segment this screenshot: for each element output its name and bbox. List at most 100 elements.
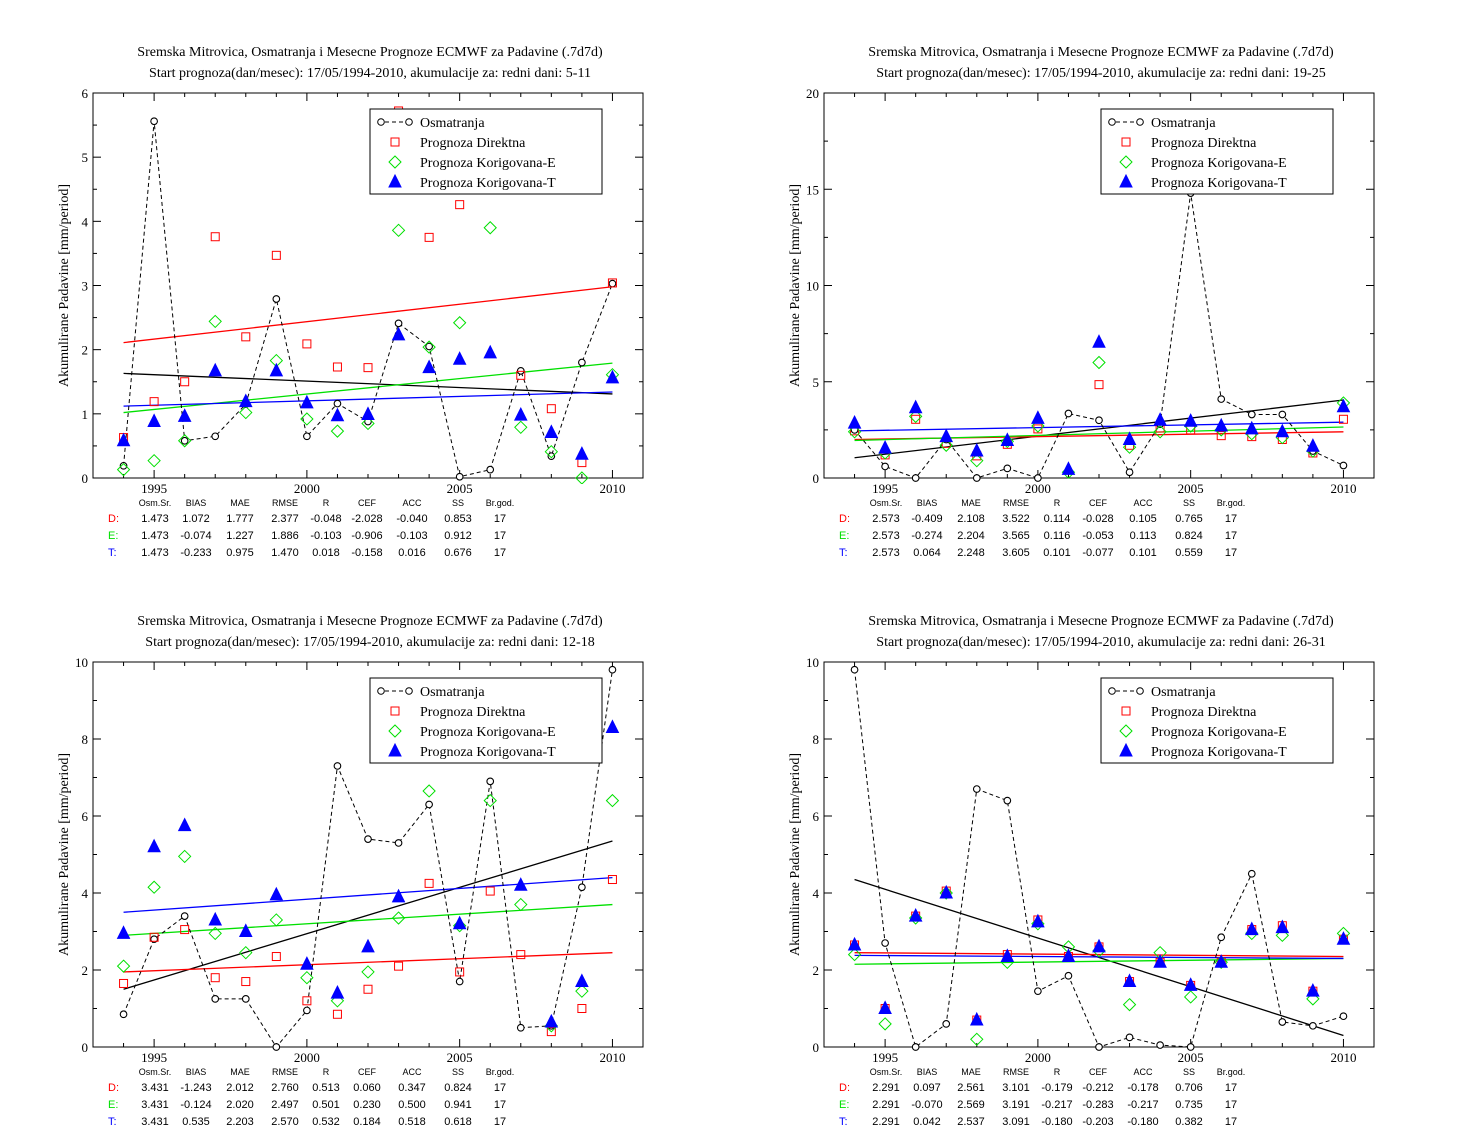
- stats-header: BIAS: [917, 498, 938, 508]
- x-tick-label: 2000: [294, 1050, 320, 1065]
- stats-value: 3.431: [141, 1099, 169, 1111]
- legend-marker: [1108, 687, 1116, 695]
- stats-value: 2.012: [226, 1082, 254, 1094]
- corrected-e-point: [1122, 997, 1137, 1012]
- x-tick-label: 2010: [599, 481, 625, 496]
- observation-point: [486, 777, 495, 786]
- y-tick-label: 6: [813, 809, 820, 824]
- stats-header: SS: [1183, 498, 1195, 508]
- observation-point: [394, 839, 403, 847]
- legend-label: Prognoza Korigovana-E: [420, 725, 556, 740]
- stats-header: CEF: [1089, 498, 1108, 508]
- observation-point: [1278, 410, 1287, 419]
- direct-forecast-point: [1338, 414, 1348, 424]
- stats-header: BIAS: [917, 1067, 938, 1077]
- direct-forecast-point: [607, 875, 617, 885]
- stats-value: 0.113: [1130, 530, 1157, 542]
- corrected-e-point: [116, 462, 131, 477]
- corrected-t-point: [1275, 919, 1290, 934]
- stats-value: 2.020: [226, 1099, 254, 1111]
- stats-header: MAE: [961, 1067, 981, 1077]
- stats-value: 3.605: [1002, 547, 1030, 559]
- y-tick-label: 4: [813, 886, 820, 901]
- corrected-e-point: [575, 984, 589, 998]
- legend-marker: [1136, 687, 1144, 695]
- stats-value: 0.535: [182, 1116, 210, 1128]
- y-tick-label: 6: [82, 86, 89, 101]
- stats-value: 2.760: [271, 1082, 299, 1094]
- x-tick-label: 2000: [1025, 481, 1051, 496]
- chart-svg: Sremska Mitrovica, Osmatranja i Mesecne …: [57, 45, 644, 559]
- trend-line: [123, 372, 613, 395]
- stats-value: 3.191: [1002, 1099, 1030, 1111]
- legend-marker: [405, 118, 413, 126]
- trend-line: [123, 362, 613, 414]
- observation-point: [972, 474, 981, 482]
- stats-header: Br.god.: [1217, 1067, 1246, 1077]
- observation-point: [578, 883, 586, 892]
- stats-header: BIAS: [186, 498, 207, 508]
- stats-header: ACC: [1133, 498, 1153, 508]
- corrected-t-point: [1183, 413, 1198, 427]
- stats-value: 17: [1225, 1082, 1237, 1094]
- direct-forecast-point: [516, 950, 526, 960]
- stats-value: 2.291: [872, 1116, 900, 1128]
- corrected-t-point: [147, 413, 161, 428]
- observation-point: [272, 295, 281, 303]
- stats-value: 2.561: [957, 1082, 985, 1094]
- stats-header: CEF: [358, 1067, 377, 1077]
- stats-header: RMSE: [272, 498, 298, 508]
- stats-value: -0.409: [911, 513, 942, 525]
- stats-value: 0.618: [444, 1116, 472, 1128]
- stats-header: Osm.Sr.: [139, 498, 172, 508]
- direct-forecast-point: [332, 1009, 342, 1019]
- y-axis-label: Akumulirane Padavine [mm/period]: [57, 753, 72, 956]
- legend-label: Prognoza Direktna: [420, 705, 526, 720]
- observation-point: [1339, 1012, 1348, 1021]
- observation-point: [180, 436, 189, 445]
- corrected-e-point: [208, 926, 222, 941]
- stats-value: 1.777: [226, 513, 254, 525]
- observation-point: [303, 432, 311, 441]
- stats-value: 2.573: [872, 530, 900, 542]
- corrected-t-point: [177, 817, 192, 832]
- stats-value: -0.212: [1082, 1082, 1113, 1094]
- x-tick-label: 2005: [447, 1050, 473, 1065]
- corrected-e-point: [1153, 425, 1167, 439]
- stats-value: 2.497: [271, 1099, 299, 1111]
- x-tick-label: 1995: [872, 481, 898, 496]
- observation-point: [608, 665, 617, 674]
- observation-point: [1217, 395, 1226, 403]
- stats-value: 17: [494, 1116, 506, 1128]
- stats-header: RMSE: [1003, 1067, 1029, 1077]
- corrected-e-point: [422, 784, 436, 798]
- stats-header: Br.god.: [486, 498, 515, 508]
- stats-value: -0.158: [351, 547, 382, 559]
- stats-header: Br.god.: [486, 1067, 515, 1077]
- stats-value: -2.028: [351, 513, 382, 525]
- direct-forecast-point: [1094, 380, 1104, 390]
- corrected-e-point: [939, 438, 953, 452]
- chart-svg: Sremska Mitrovica, Osmatranja i Mesecne …: [57, 614, 644, 1128]
- stats-value: 0.042: [913, 1116, 941, 1128]
- legend-marker: [388, 724, 402, 738]
- corrected-t-point: [1244, 420, 1259, 435]
- chart-subtitle: Start prognoza(dan/mesec): 17/05/1994-20…: [876, 66, 1325, 81]
- corrected-e-point: [208, 314, 222, 329]
- stats-row-label: D:: [108, 1082, 119, 1094]
- observation-point: [972, 785, 981, 793]
- stats-value: 0.853: [444, 513, 472, 525]
- corrected-e-point: [239, 405, 253, 420]
- stats-value: -0.217: [1127, 1099, 1158, 1111]
- stats-value: 0.016: [398, 547, 426, 559]
- direct-forecast-point: [363, 984, 373, 994]
- stats-value: 2.291: [872, 1082, 900, 1094]
- observation-point: [455, 472, 464, 481]
- stats-value: 0.912: [444, 530, 472, 542]
- y-tick-label: 1: [82, 407, 89, 422]
- y-tick-label: 20: [806, 86, 819, 101]
- stats-value: 0.114: [1044, 513, 1071, 525]
- corrected-e-point: [847, 947, 862, 962]
- direct-forecast-point: [607, 278, 617, 288]
- direct-forecast-point: [302, 996, 312, 1006]
